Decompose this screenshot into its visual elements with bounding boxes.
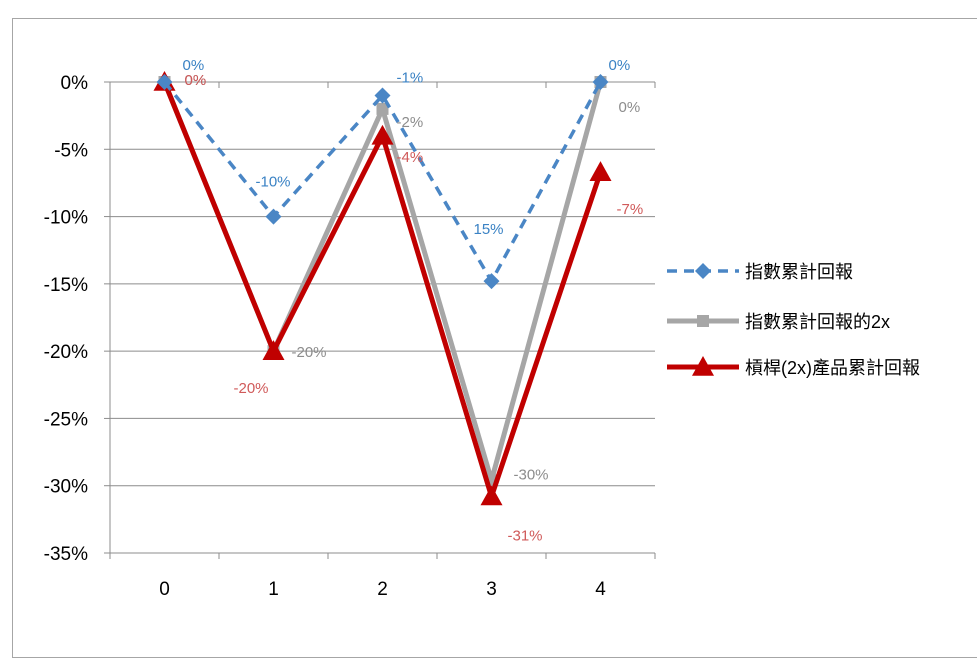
x-tick-label: 4 bbox=[595, 579, 606, 600]
x-axis-ticks: 0 1 2 3 4 bbox=[159, 579, 606, 600]
data-label: 0% bbox=[185, 72, 207, 89]
data-label: -10% bbox=[256, 174, 291, 191]
line-chart: 0% -5% -10% -15% -20% -25% -30% -35% 0 1 2 3 4 0% -1… bbox=[44, 57, 920, 600]
chart-frame bbox=[12, 18, 977, 658]
y-tick-label: -10% bbox=[44, 208, 88, 229]
data-label: -1% bbox=[397, 69, 424, 86]
data-point bbox=[262, 340, 285, 360]
series-layer bbox=[153, 71, 612, 506]
legend-label: 槓桿(2x)產品累計回報 bbox=[745, 358, 920, 378]
data-label: 0% bbox=[619, 99, 641, 116]
y-tick-label: -30% bbox=[44, 477, 88, 498]
data-point bbox=[592, 74, 609, 90]
data-label: -2% bbox=[397, 114, 424, 131]
data-label: -30% bbox=[514, 466, 549, 483]
data-label: -31% bbox=[508, 527, 543, 544]
x-tick-label: 1 bbox=[268, 579, 279, 600]
x-tick-label: 2 bbox=[377, 579, 388, 600]
data-point bbox=[265, 208, 282, 225]
data-label: 15% bbox=[474, 221, 504, 238]
y-tick-label: 0% bbox=[61, 73, 89, 94]
axes bbox=[104, 81, 656, 559]
y-tick-label: -15% bbox=[44, 275, 88, 296]
data-label: 0% bbox=[183, 57, 205, 74]
legend-label: 指數累計回報的2x bbox=[745, 312, 890, 332]
data-point bbox=[589, 161, 612, 181]
data-label: -20% bbox=[234, 380, 269, 397]
data-point bbox=[156, 74, 173, 90]
legend-marker bbox=[697, 315, 709, 327]
data-point bbox=[480, 485, 503, 506]
y-axis-ticks: 0% -5% -10% -15% -20% -25% -30% -35% bbox=[44, 73, 88, 565]
x-tick-label: 0 bbox=[159, 579, 170, 600]
data-point bbox=[376, 102, 389, 115]
data-label: -7% bbox=[617, 201, 644, 218]
legend-label: 指數累計回報 bbox=[745, 262, 853, 282]
data-label: 0% bbox=[185, 72, 207, 89]
grid-lines bbox=[110, 81, 655, 487]
y-tick-label: -25% bbox=[44, 409, 88, 430]
data-label: 0% bbox=[609, 57, 631, 74]
legend-marker bbox=[695, 263, 711, 279]
x-tick-label: 3 bbox=[486, 579, 497, 600]
data-point bbox=[483, 273, 500, 290]
data-point bbox=[374, 87, 391, 104]
y-tick-label: -35% bbox=[44, 544, 88, 565]
data-label: -20% bbox=[292, 344, 327, 361]
legend-marker bbox=[692, 356, 714, 376]
y-tick-label: -20% bbox=[44, 342, 88, 363]
data-label: -4% bbox=[397, 149, 424, 166]
data-point bbox=[371, 124, 394, 145]
y-tick-label: -5% bbox=[54, 140, 88, 161]
data-labels: 0%-10%-1%15%0%0%-20%-2%-30%0%0%-20%-4%-3… bbox=[183, 57, 644, 544]
